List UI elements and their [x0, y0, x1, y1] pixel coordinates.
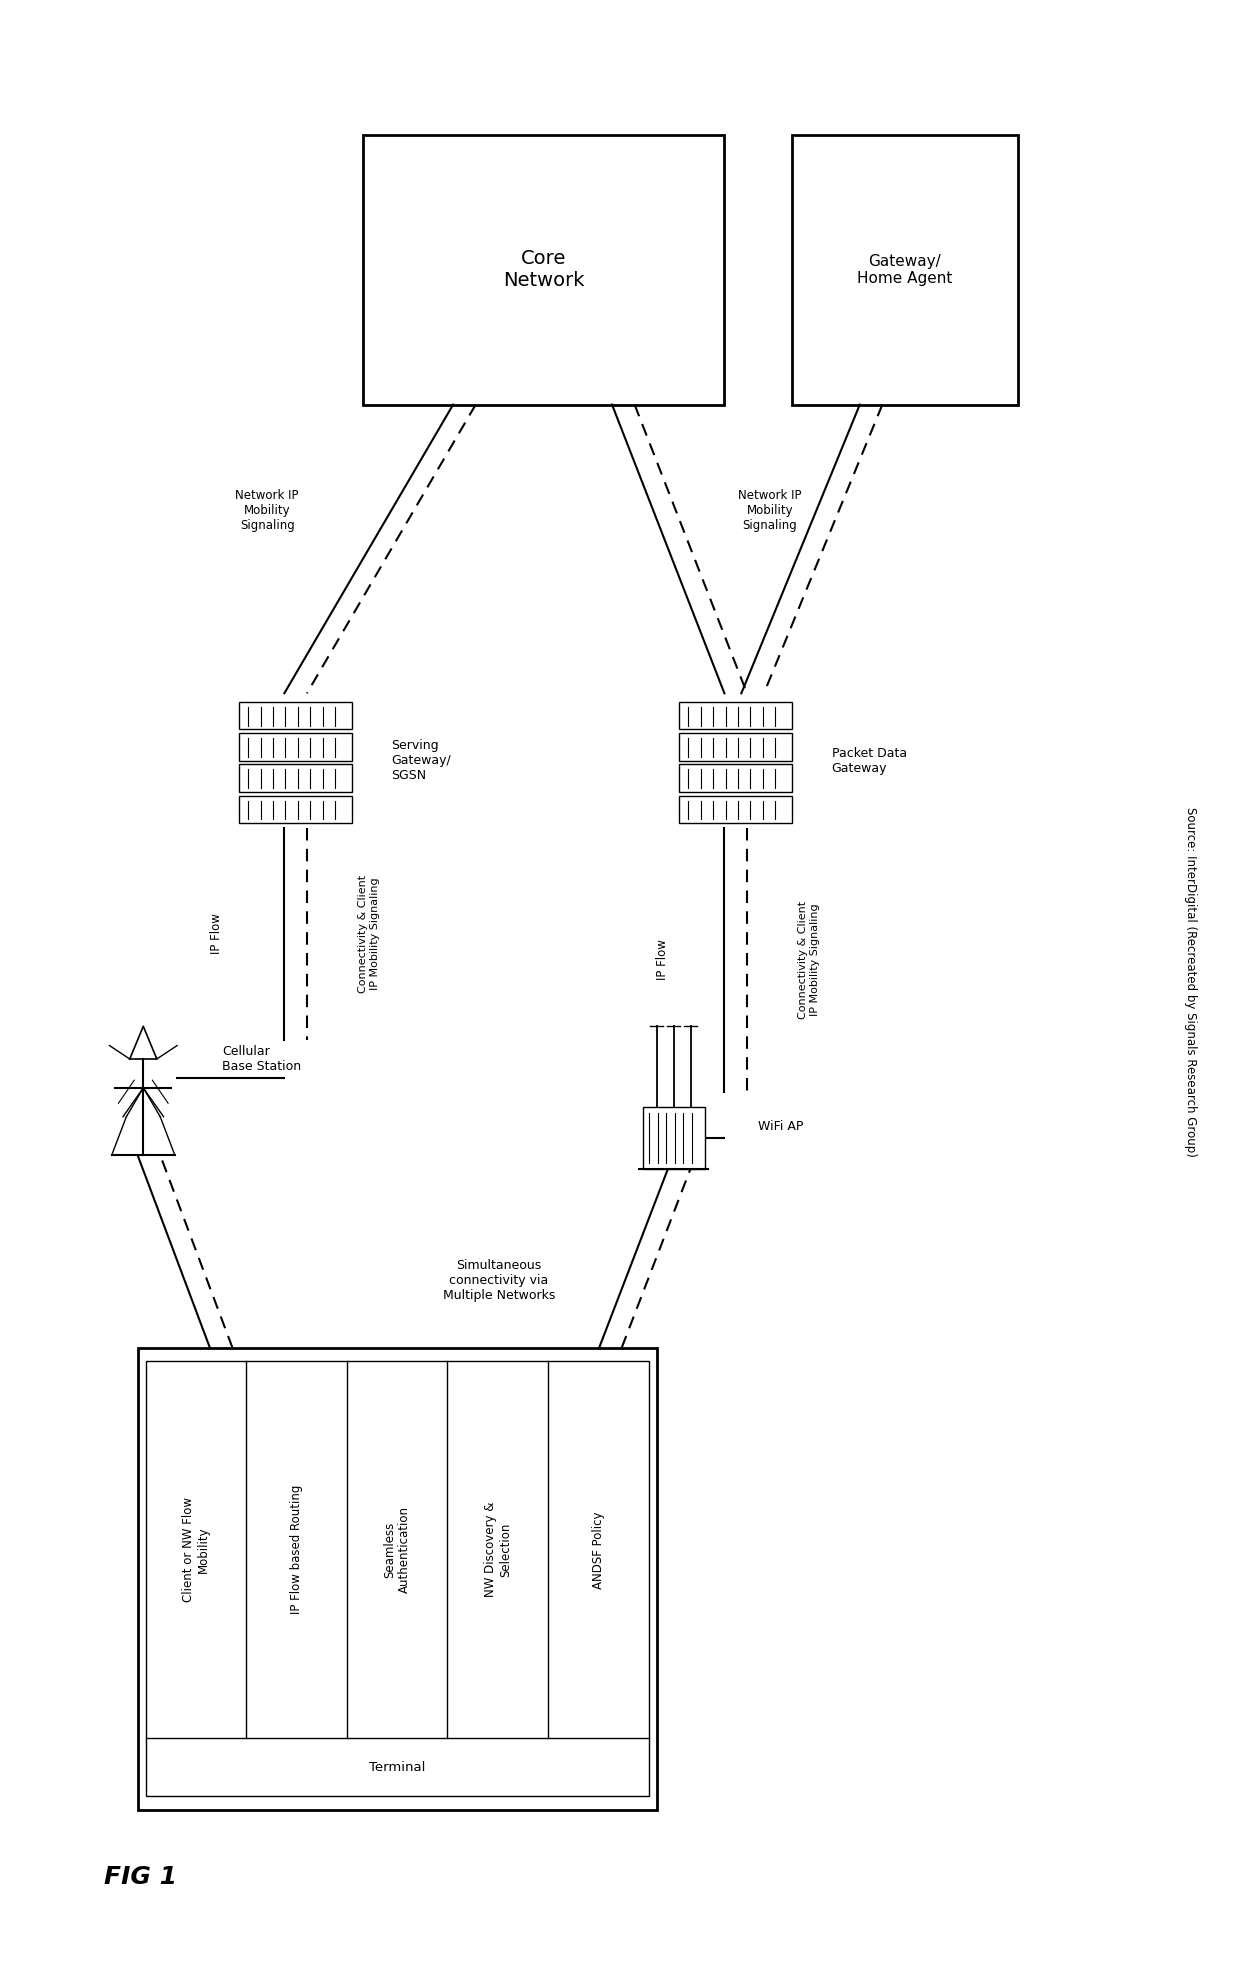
- Bar: [792, 136, 1018, 405]
- Text: Core
Network: Core Network: [503, 249, 584, 291]
- Text: WiFi AP: WiFi AP: [758, 1119, 804, 1133]
- Bar: [363, 136, 724, 405]
- Bar: [145, 1361, 649, 1797]
- Text: Network IP
Mobility
Signaling: Network IP Mobility Signaling: [738, 489, 801, 532]
- Bar: [680, 701, 792, 729]
- Bar: [239, 733, 352, 760]
- Text: IP Flow: IP Flow: [210, 913, 223, 955]
- Bar: [680, 795, 792, 823]
- Bar: [239, 764, 352, 791]
- Text: Serving
Gateway/
SGSN: Serving Gateway/ SGSN: [392, 738, 451, 782]
- Bar: [239, 701, 352, 729]
- Text: NW Discovery &
Selection: NW Discovery & Selection: [484, 1502, 512, 1597]
- Text: Client or NW Flow
Mobility: Client or NW Flow Mobility: [182, 1497, 210, 1603]
- Text: Network IP
Mobility
Signaling: Network IP Mobility Signaling: [236, 489, 299, 532]
- Bar: [642, 1108, 704, 1169]
- Text: IP Flow: IP Flow: [656, 939, 668, 980]
- Bar: [138, 1347, 657, 1809]
- Text: Packet Data
Gateway: Packet Data Gateway: [832, 746, 906, 774]
- Bar: [680, 764, 792, 791]
- Text: Source: InterDigital (Recreated by Signals Research Group): Source: InterDigital (Recreated by Signa…: [1184, 807, 1197, 1157]
- Text: Terminal: Terminal: [370, 1762, 425, 1773]
- Text: Connectivity & Client
IP Mobility Signaling: Connectivity & Client IP Mobility Signal…: [799, 901, 820, 1019]
- Bar: [680, 733, 792, 760]
- Text: Gateway/
Home Agent: Gateway/ Home Agent: [857, 253, 952, 287]
- Text: Seamless
Authentication: Seamless Authentication: [383, 1506, 412, 1593]
- Text: FIG 1: FIG 1: [104, 1866, 177, 1889]
- Text: IP Flow based Routing: IP Flow based Routing: [290, 1485, 303, 1614]
- Text: ANDSF Policy: ANDSF Policy: [591, 1510, 605, 1589]
- Text: Cellular
Base Station: Cellular Base Station: [222, 1045, 301, 1072]
- Text: Simultaneous
connectivity via
Multiple Networks: Simultaneous connectivity via Multiple N…: [443, 1259, 556, 1302]
- Bar: [239, 795, 352, 823]
- Text: Connectivity & Client
IP Mobility Signaling: Connectivity & Client IP Mobility Signal…: [358, 874, 379, 994]
